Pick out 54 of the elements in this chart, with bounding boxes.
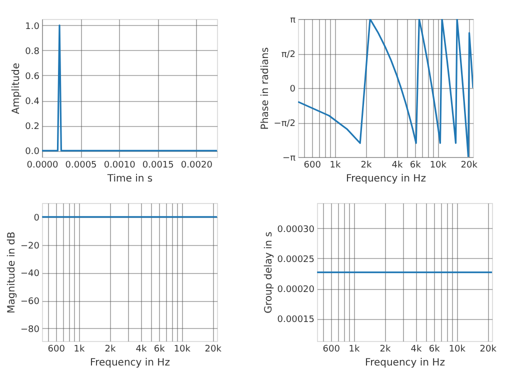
x-tick-label: 600 (304, 160, 322, 170)
y-tick-label: π/2 (281, 50, 296, 60)
x-tick-label: 1k (74, 344, 86, 354)
y-tick-label: 0.00025 (277, 254, 314, 265)
x-axis-title: Frequency in Hz (346, 174, 426, 184)
x-tick-label: 10k (430, 160, 448, 170)
y-tick-label: −60 (20, 297, 40, 308)
x-tick-label: 0.0000 (26, 160, 59, 170)
x-tick-label: 20k (204, 344, 222, 354)
x-tick-label: 20k (480, 344, 498, 354)
x-tick-label: 1k (330, 160, 342, 170)
y-tick-label: −20 (20, 241, 40, 252)
y-tick-label: 0.00020 (277, 285, 315, 296)
y-tick-label: 0.00015 (277, 315, 314, 326)
x-axis-title: Time in s (106, 174, 153, 184)
y-tick-label: −π (282, 154, 296, 164)
y-tick-label: −80 (20, 324, 40, 335)
y-tick-label: −π/2 (274, 119, 296, 129)
x-tick-label: 4k (392, 160, 404, 170)
x-tick-label: 0.0005 (65, 160, 97, 170)
y-tick-label: π (290, 16, 296, 26)
y-tick-label: 0.8 (25, 46, 40, 57)
x-tick-label: 2k (104, 344, 116, 354)
y-tick-label: 0 (290, 84, 296, 94)
y-tick-label: −40 (20, 269, 40, 280)
x-tick-label: 6k (428, 344, 441, 354)
x-tick-label: 1k (348, 344, 360, 354)
y-axis-title: Amplitude (11, 62, 22, 114)
x-tick-label: 600 (322, 344, 340, 354)
x-tick-label: 10k (174, 344, 192, 354)
y-tick-label: 0 (34, 213, 40, 224)
y-tick-label: 0.6 (25, 72, 40, 82)
x-axis-title: Frequency in Hz (365, 358, 445, 368)
y-axis-title: Group delay in s (263, 232, 274, 314)
x-tick-label: 4k (410, 344, 422, 354)
y-tick-label: 1.0 (25, 22, 40, 32)
x-tick-label: 0.0020 (180, 160, 213, 170)
y-tick-label: 0.00030 (277, 224, 315, 235)
y-axis-title: Magnitude in dB (6, 232, 18, 314)
x-tick-label: 10k (448, 344, 466, 354)
x-tick-label: 6k (410, 160, 422, 170)
y-tick-label: 0.0 (25, 147, 40, 158)
x-tick-label: 0.0015 (142, 160, 174, 170)
x-axis-title: Frequency in Hz (90, 358, 170, 368)
x-tick-label: 2k (380, 344, 392, 354)
x-tick-label: 2k (360, 160, 372, 170)
y-tick-label: 0.2 (25, 122, 40, 132)
y-tick-label: 0.4 (25, 97, 40, 108)
x-tick-label: 4k (136, 344, 148, 354)
x-tick-label: 600 (48, 344, 66, 354)
y-axis-title: Phase in radians (260, 47, 271, 130)
x-tick-label: 6k (154, 344, 166, 354)
x-tick-label: 0.0010 (104, 160, 136, 170)
x-tick-label: 20k (460, 160, 478, 170)
